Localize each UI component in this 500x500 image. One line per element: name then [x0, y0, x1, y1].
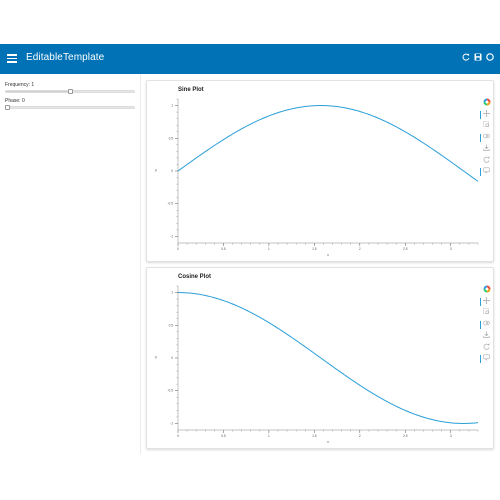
frequency-label: Frequency: 1 [5, 82, 35, 88]
plot-title: Cosine Plot [178, 274, 212, 280]
y-tick-label: 0 [171, 169, 173, 173]
y-axis-label: y [155, 355, 157, 359]
y-tick-label: 1 [171, 291, 173, 295]
y-tick-label: 0 [171, 356, 173, 360]
plot-title: Sine Plot [178, 87, 204, 93]
phase-handle[interactable] [5, 105, 10, 110]
y-tick-label: -1 [170, 234, 173, 238]
box-zoom-icon[interactable] [481, 308, 491, 320]
x-tick-label: 0.5 [221, 247, 226, 251]
x-tick-label: 2.5 [403, 247, 408, 251]
phase-track[interactable] [5, 106, 135, 109]
y-tick-label: -1 [170, 421, 173, 425]
hover-icon[interactable] [480, 354, 491, 366]
pan-icon[interactable] [480, 109, 491, 122]
series-line [177, 105, 479, 182]
phase-label: Phase: 0 [5, 98, 25, 104]
menu-icon[interactable] [7, 54, 17, 63]
bokeh-logo-icon[interactable] [481, 285, 491, 297]
x-axis-label: x [327, 253, 329, 257]
reset-icon[interactable] [481, 343, 491, 355]
x-tick-label: 3 [450, 247, 452, 251]
cosine-plot-card: Cosine Plot 0 0.5 1 1.5 2 2.5 3 -1 -0.5 0 0.5 1 x y [146, 267, 494, 449]
x-tick-label: 3 [450, 434, 452, 438]
y-tick-label: 0.5 [169, 323, 174, 327]
box-zoom-icon[interactable] [481, 121, 491, 133]
save-icon[interactable] [481, 144, 491, 156]
x-tick-label: 1 [268, 434, 270, 438]
app-header: EditableTemplate [0, 44, 500, 74]
y-tick-label: 1 [171, 104, 173, 108]
x-tick-label: 2 [359, 434, 361, 438]
sine-plot[interactable]: 0 0.5 1 1.5 2 2.5 3 -1 -0.5 0 0.5 1 x y [147, 81, 493, 261]
reset-icon[interactable] [481, 156, 491, 168]
save-icon[interactable] [474, 53, 482, 61]
y-tick-label: -0.5 [168, 202, 174, 206]
x-tick-label: 1.5 [312, 247, 317, 251]
y-tick-label: -0.5 [168, 389, 174, 393]
circle-icon[interactable] [486, 53, 494, 61]
x-tick-label: 0 [177, 434, 179, 438]
y-tick-label: 0.5 [169, 136, 174, 140]
hover-icon[interactable] [480, 167, 491, 179]
x-tick-label: 2 [359, 247, 361, 251]
bokeh-logo-icon[interactable] [481, 98, 491, 110]
frequency-handle[interactable] [67, 89, 73, 94]
cosine-plot[interactable]: 0 0.5 1 1.5 2 2.5 3 -1 -0.5 0 0.5 1 x y [147, 268, 493, 448]
wheel-zoom-icon[interactable] [480, 133, 491, 145]
wheel-zoom-icon[interactable] [480, 320, 491, 332]
app-title: EditableTemplate [26, 52, 105, 63]
frequency-slider: Frequency: 1 [5, 82, 135, 94]
series-line [178, 292, 479, 424]
x-tick-label: 0 [177, 247, 179, 251]
save-icon[interactable] [481, 331, 491, 343]
x-tick-label: 1.5 [312, 434, 317, 438]
x-tick-label: 0.5 [221, 434, 226, 438]
x-axis-label: x [327, 440, 329, 444]
refresh-icon[interactable] [462, 53, 470, 61]
y-axis-label: y [155, 168, 157, 172]
sine-plot-card: Sine Plot 0 0.5 1 1.5 2 2.5 3 -1 -0.5 0 0.5 1 x y [146, 80, 494, 262]
header-actions [462, 53, 494, 61]
x-tick-label: 1 [268, 247, 270, 251]
pan-icon[interactable] [480, 296, 491, 309]
phase-slider: Phase: 0 [5, 98, 135, 110]
plot-toolbar [480, 98, 491, 179]
sidebar: Frequency: 1 Phase: 0 [0, 74, 140, 500]
x-tick-label: 2.5 [403, 434, 408, 438]
plot-toolbar [480, 285, 491, 366]
sidebar-divider [140, 74, 141, 454]
